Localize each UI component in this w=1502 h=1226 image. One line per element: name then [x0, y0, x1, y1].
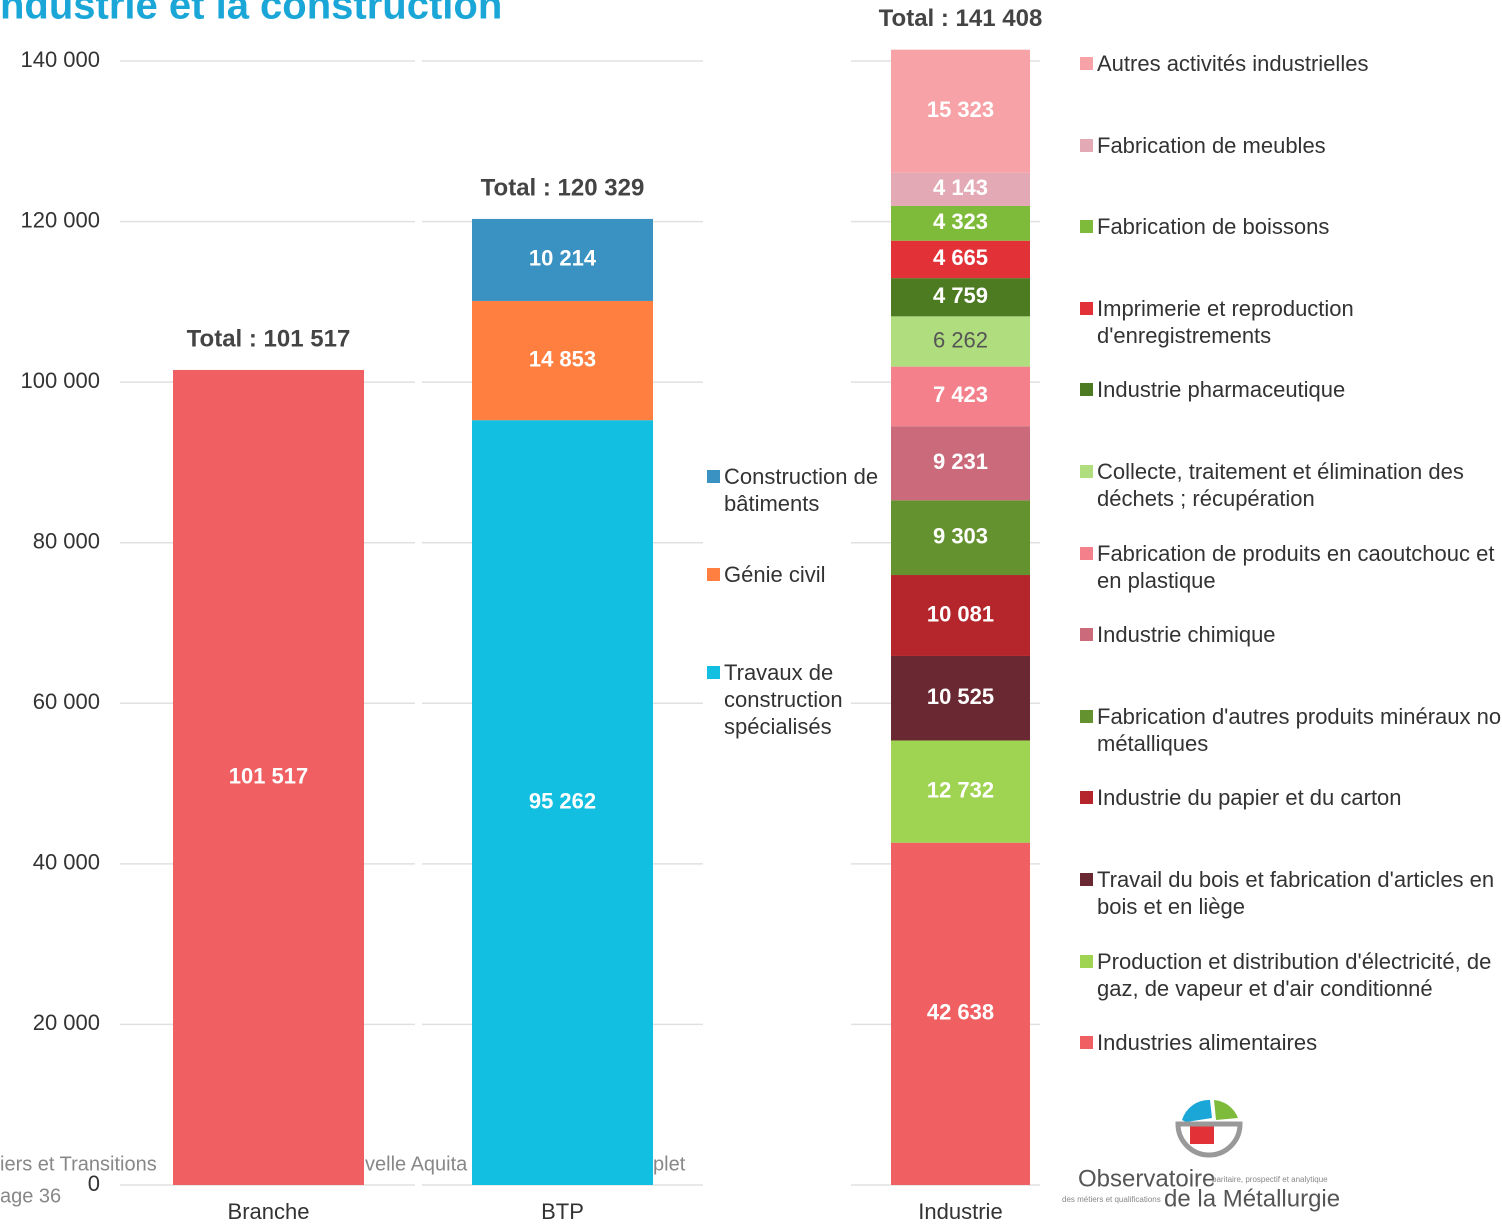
- y-tick-label: 120 000: [20, 207, 100, 232]
- legend-swatch: [707, 568, 720, 581]
- legend-label: Imprimerie et reproduction d'enregistrem…: [1097, 295, 1354, 348]
- logo-icon: [1182, 1099, 1212, 1122]
- value-label: 6 262: [933, 327, 988, 352]
- bar-segment: [472, 420, 653, 1185]
- bar-segment: [891, 842, 1030, 1185]
- footer-text: iers et Transitions: [0, 1153, 157, 1175]
- legend-label: Industrie chimique: [1097, 622, 1276, 648]
- logo-text: Observatoire: [1078, 1165, 1215, 1192]
- bar-segment: [173, 369, 364, 1185]
- value-label: 9 231: [933, 449, 988, 474]
- logo-icon: [1190, 1124, 1214, 1144]
- bar-segment: [472, 218, 653, 301]
- legend-swatch: [1080, 220, 1093, 234]
- bar-segment: [891, 205, 1030, 241]
- value-label: 10 081: [927, 601, 994, 626]
- legend-swatch: [1080, 57, 1093, 70]
- footer-text: age 36: [0, 1185, 61, 1207]
- bar-segment: [472, 300, 653, 421]
- bar-segment: [891, 316, 1030, 367]
- x-tick-label: Branche: [228, 1199, 310, 1224]
- legend-label: Industrie pharmaceutique: [1097, 377, 1346, 403]
- y-tick-label: 40 000: [33, 850, 100, 875]
- legend-swatch: [1080, 791, 1093, 805]
- legend-label: Industrie du papier et du carton: [1097, 785, 1402, 811]
- total-label: Total : 101 517: [187, 325, 351, 352]
- footer-text: plet: [653, 1153, 686, 1175]
- x-tick-label: Industrie: [918, 1199, 1002, 1224]
- bar-segment: [891, 655, 1030, 741]
- legend-swatch: [1080, 628, 1093, 642]
- bar-segment: [891, 240, 1030, 279]
- legend-label: Génie civil: [724, 562, 826, 587]
- y-tick-label: 80 000: [33, 529, 100, 554]
- value-label: 10 214: [529, 246, 597, 271]
- legend-swatch: [707, 666, 720, 679]
- value-label: 95 262: [529, 788, 596, 813]
- legend-swatch: [707, 470, 720, 483]
- chart-title: ndustrie et la construction: [0, 0, 502, 28]
- legend-swatch: [1080, 709, 1093, 723]
- legend-swatch: [1080, 383, 1093, 397]
- legend-label: Fabrication de produits en caoutchouc et…: [1097, 540, 1495, 593]
- logo-icon: [1175, 1121, 1243, 1158]
- legend-label: Fabrication de boissons: [1097, 214, 1330, 240]
- y-tick-label: 20 000: [33, 1010, 100, 1035]
- legend-label: Industries alimentaires: [1097, 1030, 1318, 1056]
- legend-swatch: [1080, 546, 1093, 560]
- bar-segment: [891, 366, 1030, 427]
- legend-label: Collecte, traitement et élimination des …: [1097, 459, 1464, 511]
- value-label: 10 525: [927, 684, 994, 709]
- footer-text: velle Aquita: [365, 1153, 468, 1175]
- legend-swatch: [1080, 138, 1093, 152]
- legend-label: Fabrication d'autres produits minéraux n…: [1097, 703, 1502, 756]
- bar-segment: [891, 49, 1030, 173]
- y-tick-label: 100 000: [20, 368, 100, 393]
- value-label: 9 303: [933, 523, 988, 548]
- legend-label: Travail du bois et fabrication d'article…: [1097, 867, 1495, 919]
- value-label: 4 759: [933, 283, 988, 308]
- bar-segment: [891, 278, 1030, 317]
- total-label: Total : 120 329: [481, 174, 645, 201]
- y-tick-label: 140 000: [20, 47, 100, 72]
- legend-label: Construction de bâtiments: [724, 464, 879, 516]
- logo-text: de la Métallurgie: [1164, 1185, 1340, 1212]
- bar-segment: [891, 500, 1030, 576]
- legend-label: Fabrication de meubles: [1097, 132, 1326, 158]
- legend-swatch: [1080, 301, 1093, 315]
- y-tick-label: 0: [88, 1171, 100, 1196]
- bar-segment: [891, 172, 1030, 206]
- logo-icon: [1214, 1100, 1238, 1120]
- value-label: 15 323: [927, 97, 994, 122]
- value-label: 42 638: [927, 1000, 994, 1025]
- bar-segment: [891, 575, 1030, 656]
- value-label: 4 143: [933, 175, 988, 200]
- legend-label: Autres activités industrielles: [1097, 51, 1369, 76]
- total-label: Total : 141 408: [879, 5, 1043, 32]
- logo-text: paritaire, prospectif et analytique: [1212, 1175, 1328, 1184]
- value-label: 7 423: [933, 382, 988, 407]
- bar-segment: [891, 426, 1030, 501]
- legend-swatch: [1080, 1036, 1093, 1050]
- legend-label: Production et distribution d'électricité…: [1097, 948, 1492, 1001]
- x-tick-label: BTP: [541, 1199, 584, 1224]
- legend-swatch: [1080, 873, 1093, 886]
- y-tick-label: 60 000: [33, 689, 100, 714]
- logo-text: des métiers et qualifications: [1062, 1195, 1161, 1204]
- value-label: 12 732: [927, 777, 994, 802]
- value-label: 101 517: [229, 763, 309, 788]
- value-label: 4 323: [933, 209, 988, 234]
- legend-swatch: [1080, 954, 1093, 968]
- legend-label: Travaux de construction spécialisés: [724, 660, 843, 739]
- value-label: 4 665: [933, 245, 988, 270]
- value-label: 14 853: [529, 346, 596, 371]
- legend-swatch: [1080, 465, 1093, 478]
- bar-segment: [891, 740, 1030, 843]
